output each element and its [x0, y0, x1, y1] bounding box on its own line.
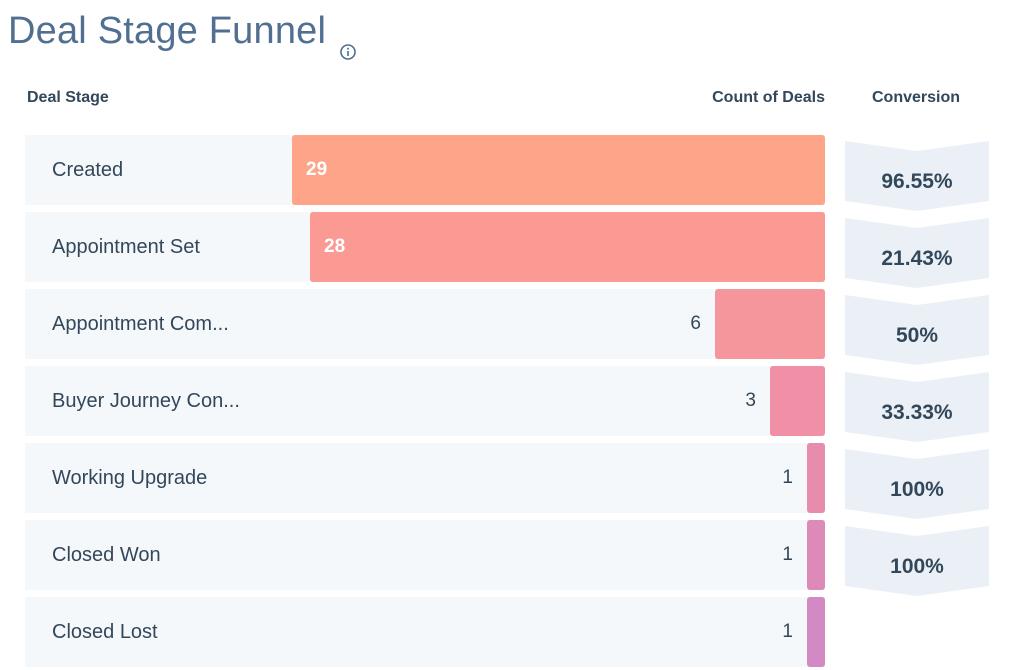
funnel-row: [25, 520, 825, 590]
stage-label: Appointment Com...: [52, 313, 229, 335]
conversion-chevron: [845, 449, 989, 519]
page-title: Deal Stage Funnel: [8, 10, 356, 60]
stage-label: Buyer Journey Con...: [52, 390, 240, 412]
funnel-bar[interactable]: [310, 212, 825, 282]
conversion-rate-label: 96.55%: [881, 170, 953, 193]
stage-label: Closed Lost: [52, 621, 158, 643]
deal-count-label: 6: [690, 313, 701, 334]
conversion-chevron: [845, 141, 989, 211]
conversion-chevron: [845, 372, 989, 442]
funnel-bar[interactable]: [292, 135, 825, 205]
stage-label: Closed Won: [52, 544, 161, 566]
conversion-chevron: [845, 526, 989, 596]
funnel-row: [25, 597, 825, 667]
funnel-bar[interactable]: [770, 366, 825, 436]
funnel-bar[interactable]: [807, 597, 825, 667]
info-icon[interactable]: [340, 27, 356, 60]
deal-count-label: 1: [782, 544, 793, 565]
conversion-chevron: [845, 218, 989, 288]
funnel-bar[interactable]: [807, 520, 825, 590]
conversion-rate-label: 100%: [890, 555, 944, 578]
header-count-of-deals[interactable]: Count of Deals: [712, 89, 825, 106]
deal-count-label: 29: [306, 159, 328, 180]
header-conversion[interactable]: Conversion: [871, 89, 960, 106]
deal-count-label: 1: [782, 467, 793, 488]
header-deal-stage[interactable]: Deal Stage: [27, 89, 109, 106]
deal-count-label: 28: [324, 236, 346, 257]
conversion-chevron: [845, 295, 989, 365]
funnel-row: [25, 289, 825, 359]
conversion-chevrons: [845, 141, 989, 596]
stage-label: Working Upgrade: [52, 467, 208, 489]
funnel-row: [25, 366, 825, 436]
stage-label: Appointment Set: [52, 236, 200, 258]
chart-title: Deal Stage Funnel: [8, 10, 327, 52]
funnel-row: [25, 443, 825, 513]
funnel-bar[interactable]: [807, 443, 825, 513]
deal-count-label: 1: [782, 621, 793, 642]
conversion-rate-label: 33.33%: [881, 401, 953, 424]
deal-count-label: 3: [745, 390, 756, 411]
funnel-bar[interactable]: [715, 289, 825, 359]
conversion-rate-label: 50%: [895, 324, 939, 347]
stage-label: Created: [52, 159, 124, 181]
conversion-rate-label: 100%: [890, 478, 944, 501]
conversion-rate-label: 21.43%: [881, 247, 953, 270]
